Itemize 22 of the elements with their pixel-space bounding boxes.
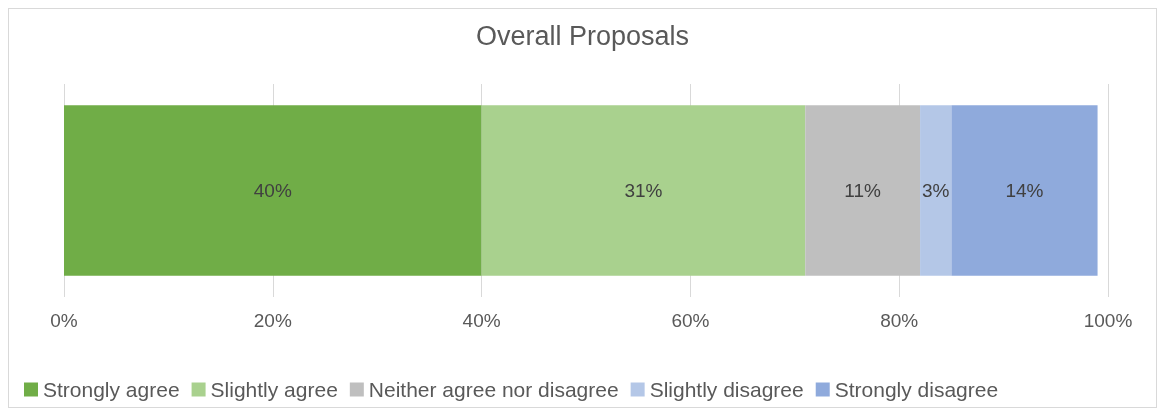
x-tick-label: 40% xyxy=(462,310,501,331)
bar xyxy=(920,105,952,276)
legend-label: Slightly disagree xyxy=(649,378,804,401)
legend-label: Slightly agree xyxy=(210,378,338,401)
x-tick-label: 60% xyxy=(671,310,710,331)
x-tick-label: 80% xyxy=(880,310,919,331)
bar xyxy=(805,105,921,276)
bar xyxy=(951,105,1098,276)
data-label: 31% xyxy=(624,180,663,201)
data-label: 40% xyxy=(253,180,292,201)
x-tick-label: 20% xyxy=(253,310,292,331)
bar xyxy=(481,105,806,276)
legend-label: Neither agree nor disagree xyxy=(368,378,619,401)
bar xyxy=(64,105,482,276)
data-label: 11% xyxy=(844,180,882,201)
legend-label: Strongly disagree xyxy=(834,378,999,401)
x-tick-label: 0% xyxy=(50,310,78,331)
chart-title: Overall Proposals xyxy=(475,20,690,51)
legend-label: Strongly agree xyxy=(43,378,180,401)
x-tick-label: 100% xyxy=(1083,310,1133,331)
data-label: 3% xyxy=(922,180,950,201)
data-label: 14% xyxy=(1005,180,1044,201)
